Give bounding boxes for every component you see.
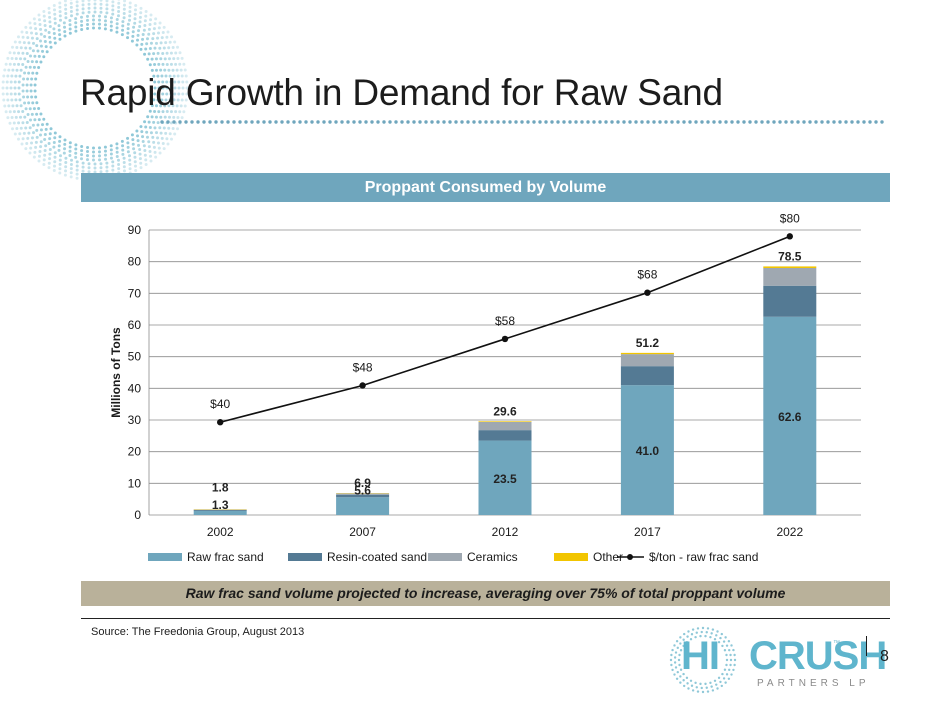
legend-label: $/ton - raw frac sand xyxy=(649,550,758,564)
bar-other xyxy=(620,352,674,355)
bar-other xyxy=(763,266,817,268)
y-tick-label: 20 xyxy=(128,445,142,459)
price-line xyxy=(220,235,791,423)
dotted-title-rule xyxy=(160,120,884,124)
bar-ceramics xyxy=(336,493,390,495)
y-tick-label: 10 xyxy=(128,476,142,490)
price-label: $40 xyxy=(210,397,230,411)
bar-resin xyxy=(478,430,532,441)
bar-raw xyxy=(336,497,390,515)
legend-label: Ceramics xyxy=(467,550,518,564)
bar-ceramics xyxy=(620,354,674,367)
y-tick-label: 0 xyxy=(134,508,141,522)
x-tick-label: 2002 xyxy=(207,525,234,539)
total-value-label: 6.9 xyxy=(354,476,371,490)
note-banner: Raw frac sand volume projected to increa… xyxy=(81,581,890,606)
bar-ceramics xyxy=(763,268,817,286)
source-text: Source: The Freedonia Group, August 2013 xyxy=(91,626,305,638)
price-label: $48 xyxy=(353,360,373,374)
bar-resin xyxy=(620,366,674,386)
chart-banner: Proppant Consumed by Volume xyxy=(81,173,890,202)
logo-crush-text: CRUSH xyxy=(749,634,887,678)
x-tick-label: 2007 xyxy=(349,525,376,539)
source-divider xyxy=(81,618,890,619)
y-tick-label: 50 xyxy=(128,350,142,364)
bar-raw xyxy=(763,316,817,515)
page-divider xyxy=(866,636,867,656)
raw-value-label: 23.5 xyxy=(493,472,517,486)
logo-dotted-ring xyxy=(669,626,737,694)
price-point xyxy=(786,233,793,240)
logo-hi-text: HI xyxy=(681,634,720,678)
y-tick-label: 90 xyxy=(128,223,142,237)
y-tick-label: 30 xyxy=(128,413,142,427)
x-tick-label: 2012 xyxy=(492,525,519,539)
proppant-volume-chart: 0 10 20 30 40 50 60 70 80 90 Millions of Tons 2002 2… xyxy=(109,211,861,564)
logo-trademark: ™ xyxy=(833,640,840,647)
price-point xyxy=(501,335,509,343)
legend-label: Resin-coated sand xyxy=(327,550,427,564)
y-tick-label: 80 xyxy=(128,255,142,269)
total-value-label: 78.5 xyxy=(778,249,802,263)
price-label: $58 xyxy=(495,314,515,328)
bar-other xyxy=(478,421,532,422)
price-label: $80 xyxy=(780,211,800,225)
company-logo: HI CRUSH ™ PARTNERS LP xyxy=(661,626,887,696)
x-tick-label: 2017 xyxy=(634,525,661,539)
price-label: $68 xyxy=(637,268,657,282)
page-number: 8 xyxy=(880,648,889,665)
legend-swatch xyxy=(554,553,588,561)
y-tick-label: 60 xyxy=(128,318,142,332)
total-value-label: 29.6 xyxy=(493,404,517,418)
price-point xyxy=(644,289,651,296)
price-point xyxy=(217,419,224,426)
bar-raw xyxy=(193,510,247,515)
legend-swatch xyxy=(288,553,322,561)
raw-value-label: 1.3 xyxy=(212,498,229,512)
total-value-label: 51.2 xyxy=(636,336,660,350)
logo-partners-text: PARTNERS LP xyxy=(757,678,870,689)
slide-title: Rapid Growth in Demand for Raw Sand xyxy=(80,72,723,113)
bar-ceramics xyxy=(478,421,532,431)
legend-label: Raw frac sand xyxy=(187,550,264,564)
bar-resin xyxy=(763,285,817,317)
raw-value-label: 62.6 xyxy=(778,410,802,424)
bar-resin xyxy=(336,494,390,498)
legend-swatch xyxy=(428,553,462,561)
bar-raw xyxy=(620,385,674,515)
y-axis-label: Millions of Tons xyxy=(109,327,123,418)
bar-raw xyxy=(478,440,532,515)
raw-value-label: 41.0 xyxy=(636,444,660,458)
raw-value-label: 5.6 xyxy=(354,483,371,497)
bar-resin xyxy=(193,509,247,511)
x-tick-label: 2022 xyxy=(776,525,803,539)
legend-swatch xyxy=(148,553,182,561)
legend-label: Other xyxy=(593,550,623,564)
y-tick-label: 70 xyxy=(128,286,142,300)
total-value-label: 1.8 xyxy=(212,480,229,494)
price-point xyxy=(359,382,366,389)
legend-marker xyxy=(627,554,633,560)
y-tick-label: 40 xyxy=(128,381,142,395)
